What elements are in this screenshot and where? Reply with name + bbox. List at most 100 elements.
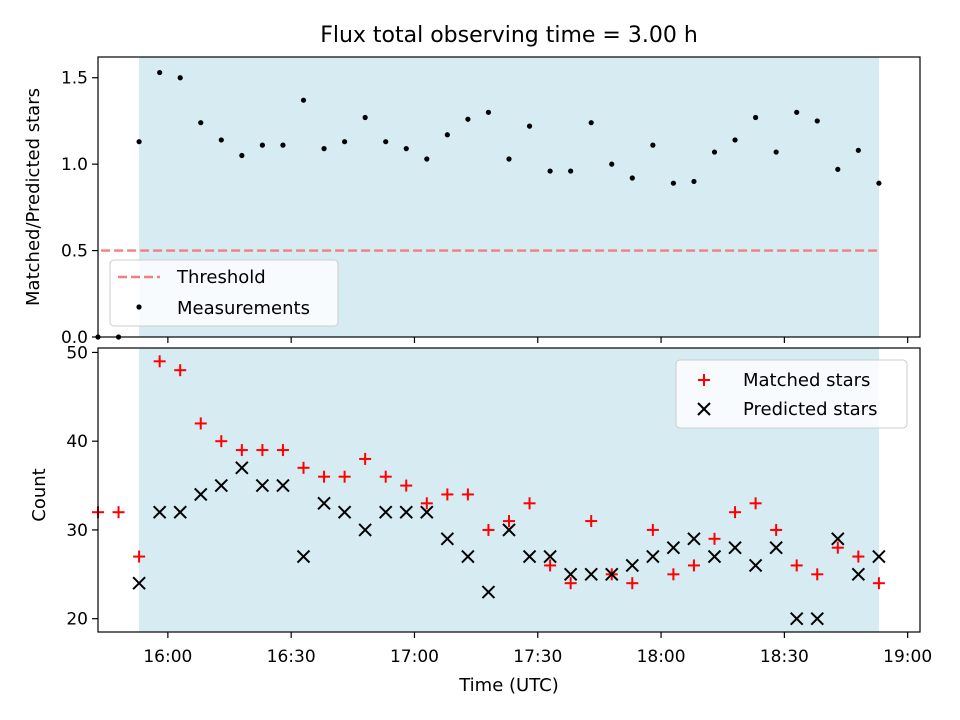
predicted-star-point	[851, 567, 866, 582]
measurement-point	[383, 139, 389, 145]
top-y-tick-label: 1.5	[61, 69, 88, 89]
matched-star-point	[420, 497, 433, 510]
matched-star-point	[400, 479, 413, 492]
measurement-point	[403, 146, 409, 152]
measurement-point	[239, 152, 245, 159]
matched-star-point	[235, 444, 248, 457]
matched-star-point	[359, 452, 372, 465]
measurement-point	[485, 109, 492, 115]
matched-star-point	[585, 515, 598, 528]
measurement-point	[198, 120, 204, 126]
measurement-point	[876, 180, 882, 186]
matched-star-point	[790, 559, 803, 572]
top-panel: Flux total observing time = 3.00 h 0.0 0.…	[23, 23, 921, 348]
measurement-point	[157, 69, 163, 76]
measurement-point	[465, 116, 471, 122]
bottom-y-tick-label: 40	[66, 432, 88, 452]
x-tick-label: 17:00	[390, 647, 439, 667]
matched-star-point	[872, 577, 885, 590]
measurement-point	[691, 178, 697, 185]
matched-star-point	[441, 488, 454, 501]
predicted-star-point	[666, 540, 681, 555]
measurement-point	[855, 147, 861, 153]
x-tick-label: 18:30	[760, 647, 809, 667]
bottom-panel: 20 30 40 50 16:00 16:30 17:00 17:30 18:00 18:30 1…	[29, 343, 932, 696]
matched-star-point	[112, 506, 125, 519]
predicted-star-point	[563, 567, 578, 582]
matched-legend-swatch	[698, 374, 710, 386]
measurement-point	[670, 180, 677, 186]
measurement-point	[835, 166, 841, 172]
measurements-legend-label: Measurements	[177, 298, 310, 319]
predicted-star-point	[317, 496, 331, 511]
predicted-star-point	[522, 549, 537, 564]
predicted-star-point	[769, 540, 783, 555]
measurement-point	[177, 75, 183, 81]
matched-star-point	[811, 568, 824, 581]
measurement-point	[814, 118, 820, 124]
top-legend-box	[109, 259, 339, 327]
bottom-y-tick-label: 50	[66, 343, 88, 363]
matched-star-point	[276, 444, 289, 457]
predicted-star-point	[296, 549, 311, 564]
measurement-point	[732, 137, 738, 143]
predicted-star-point	[378, 505, 393, 519]
top-legend[interactable]: Threshold Measurements	[109, 259, 339, 327]
matched-star-point	[770, 523, 783, 536]
matched-star-point	[729, 506, 742, 519]
top-y-axis-label: Matched/Predicted stars	[23, 88, 44, 306]
matched-star-point	[646, 523, 659, 536]
measurement-point	[280, 142, 286, 148]
predicted-star-point	[707, 549, 722, 564]
predicted-star-point	[728, 540, 742, 555]
predicted-legend-swatch	[697, 402, 711, 416]
bottom-legend[interactable]: Matched stars Predicted stars	[675, 359, 908, 429]
x-tick-label: 17:30	[513, 647, 562, 667]
predicted-legend-label: Predicted stars	[743, 399, 877, 420]
predicted-star-point	[399, 505, 413, 519]
top-y-tick-label: 1.0	[61, 155, 88, 175]
measurement-point	[300, 97, 307, 103]
bottom-y-axis-label: Count	[29, 468, 50, 521]
measurement-point	[362, 114, 368, 121]
matched-star-point	[338, 470, 351, 483]
measurement-point	[609, 161, 615, 167]
predicted-star-point	[481, 585, 496, 599]
matched-star-point	[667, 568, 680, 581]
matched-star-point	[297, 461, 310, 474]
measurement-point	[218, 137, 224, 143]
measurement-point	[424, 156, 430, 162]
matched-star-point	[708, 532, 721, 545]
x-tick-label: 16:30	[267, 647, 316, 667]
matched-star-point	[461, 488, 474, 501]
matched-star-point	[523, 497, 536, 510]
bottom-y-tick-label: 20	[66, 610, 88, 630]
predicted-star-point	[337, 505, 352, 519]
predicted-star-point	[461, 549, 475, 564]
matched-star-point	[194, 417, 207, 430]
measurement-point	[526, 123, 533, 129]
matched-star-point	[318, 470, 331, 483]
measurement-point	[568, 168, 574, 174]
matched-star-point	[626, 577, 639, 590]
predicted-star-point	[173, 505, 187, 519]
matched-star-point	[749, 497, 762, 510]
measurement-point	[794, 109, 800, 115]
measurement-point	[588, 120, 594, 126]
top-chart-title: Flux total observing time = 3.00 h	[320, 23, 698, 48]
bottom-legend-box	[675, 359, 908, 429]
x-tick-label: 19:00	[883, 647, 932, 667]
predicted-star-point	[194, 487, 208, 502]
top-y-tick-label: 0.0	[61, 328, 88, 348]
matched-star-point	[379, 470, 392, 483]
predicted-star-point	[440, 532, 455, 546]
measurement-point	[506, 156, 512, 162]
x-tick-label: 18:00	[637, 647, 686, 667]
top-y-tick-label: 0.5	[61, 242, 88, 262]
measurement-point	[259, 142, 265, 148]
bottom-y-tick-label: 30	[66, 521, 88, 541]
predicted-star-point	[605, 567, 619, 582]
top-plot-frame	[97, 56, 921, 338]
measurements-legend-swatch	[136, 304, 142, 310]
